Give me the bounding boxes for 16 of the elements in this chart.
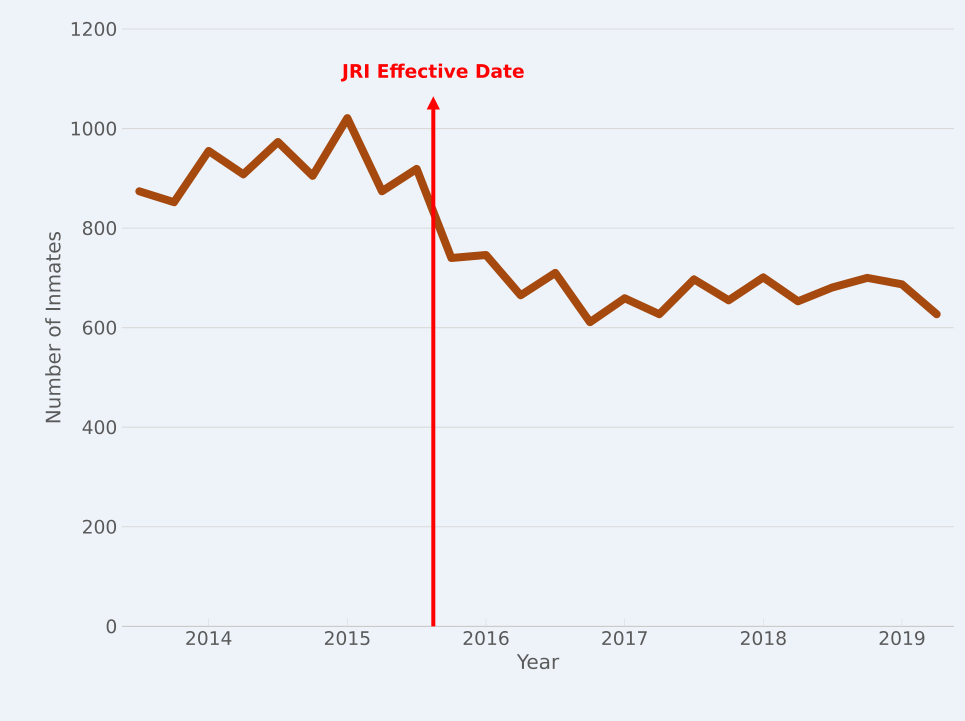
- x-tick-label: 2017: [602, 631, 647, 646]
- y-tick-label: 400: [82, 420, 116, 434]
- x-tick-label: 2016: [464, 631, 509, 646]
- x-tick-label: 2014: [186, 631, 232, 646]
- x-tick-label: 2015: [324, 631, 370, 646]
- ref-line-label: JRI Effective Date: [340, 64, 524, 82]
- y-tick-label: 800: [82, 221, 116, 236]
- x-axis-title: Year: [516, 654, 560, 670]
- y-axis-title: Number of Inmates: [45, 232, 61, 422]
- y-tick-label: 1200: [72, 22, 116, 36]
- y-tick-label: 1000: [72, 121, 116, 136]
- y-tick-label: 200: [83, 520, 116, 534]
- x-tick-label: 2019: [880, 631, 924, 646]
- y-tick-label: 0: [106, 619, 116, 634]
- x-tick-label: 2018: [740, 631, 786, 646]
- y-tick-label: 600: [82, 320, 116, 335]
